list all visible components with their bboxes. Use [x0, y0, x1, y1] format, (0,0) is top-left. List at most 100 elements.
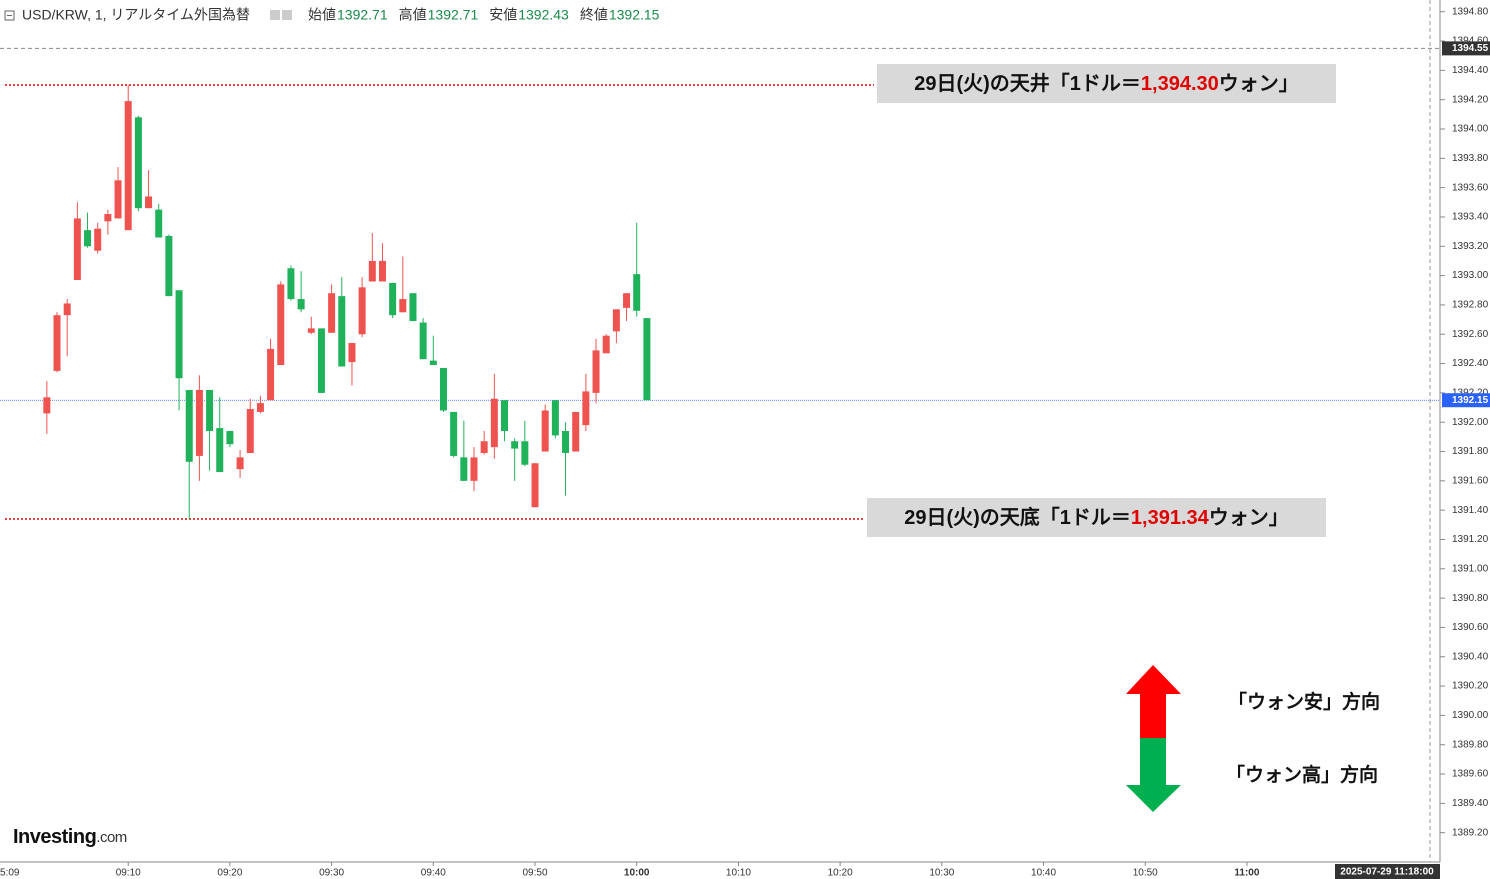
candle-body	[53, 315, 61, 371]
candle-body	[277, 284, 285, 366]
y-tick-label: 1394.80	[1452, 6, 1489, 17]
candle-body	[134, 117, 142, 209]
annotation-value: 1,394.30	[1141, 73, 1219, 95]
annotation-text: ウォン」	[1209, 506, 1289, 529]
y-tick-label: 1393.20	[1452, 241, 1489, 252]
last-price-label: 1392.15	[1452, 395, 1489, 406]
annotation-box	[867, 497, 1326, 537]
y-tick-label: 1390.40	[1452, 651, 1489, 662]
y-tick-label: 1392.40	[1452, 358, 1489, 369]
candle-body	[175, 290, 183, 379]
candle-body	[633, 274, 641, 311]
y-tick-label: 1393.40	[1452, 212, 1489, 223]
settings-icon[interactable]	[270, 10, 281, 20]
settings-icon[interactable]	[282, 10, 293, 20]
y-tick-label: 1390.60	[1452, 622, 1489, 633]
y-tick-label: 1394.60	[1452, 36, 1489, 47]
legend-label: 高値	[399, 7, 427, 23]
candle-body	[511, 441, 519, 449]
candle-body	[439, 367, 447, 411]
annotation-text: ウォン」	[1219, 72, 1299, 95]
candle-body	[409, 293, 417, 322]
chart-title: USD/KRW, 1, リアルタイム外国為替	[22, 7, 250, 23]
crosshair-time-box	[1335, 864, 1440, 879]
y-tick-label: 1394.40	[1452, 65, 1489, 76]
y-tick-label: 1391.40	[1452, 505, 1489, 516]
ohlc-legend: 始値 1392.71 高値 1392.71 安値 1392.43 終値 1392.15	[308, 7, 660, 23]
candle-body	[368, 260, 376, 282]
candle-body	[104, 214, 112, 222]
candle-body	[216, 428, 224, 473]
legend-label: 終値	[580, 7, 608, 23]
candle-body	[592, 350, 600, 393]
x-tick-label: 11:00	[1234, 868, 1259, 879]
y-tick-label: 1390.80	[1452, 593, 1489, 604]
down-arrow	[1126, 738, 1181, 812]
candle-body	[582, 391, 590, 426]
candle-body	[195, 389, 203, 456]
annotation: 29日(火)の天底「1ドル＝1,391.34ウォン」	[904, 505, 1289, 529]
up-arrow	[1126, 665, 1181, 738]
candle-body	[124, 101, 132, 231]
candle-body	[317, 328, 325, 393]
candle-body	[246, 409, 254, 453]
x-tick-label: 10:10	[726, 868, 751, 879]
candle-body	[328, 293, 336, 333]
candle-body	[572, 411, 580, 452]
logo-suffix: .com	[96, 829, 127, 846]
legend-label: 安値	[489, 7, 517, 23]
y-tick-label: 1390.20	[1452, 681, 1489, 692]
x-tick-label: 09:50	[523, 868, 548, 879]
candle-body	[429, 360, 437, 366]
y-tick-label: 1392.00	[1452, 417, 1489, 428]
legend-value: 1392.71	[337, 7, 388, 23]
crosshair-price-box	[1442, 41, 1490, 56]
candle-body	[460, 457, 468, 481]
direction-label: 「ウォン高」方向	[1226, 763, 1378, 786]
candle-body	[541, 410, 549, 452]
annotation-text: 29日(火)の天底「1ドル＝	[904, 505, 1131, 529]
candle-body	[226, 431, 234, 445]
x-tick-label: 10:40	[1031, 868, 1056, 879]
y-tick-label: 1389.80	[1452, 739, 1489, 750]
candle-body	[612, 309, 620, 332]
candle-body	[114, 180, 122, 219]
candle-body	[63, 303, 71, 316]
legend-label: 始値	[308, 7, 336, 23]
crosshair-time-label: 2025-07-29 11:18:00	[1340, 867, 1434, 878]
crosshair-price-label: 1394.55	[1452, 43, 1489, 54]
x-tick-label: 10:00	[624, 868, 650, 879]
annotation: 29日(火)の天井「1ドル＝1,394.30ウォン」	[914, 71, 1299, 95]
y-tick-label: 1390.00	[1452, 710, 1489, 721]
candle-body	[94, 228, 102, 251]
candle-body	[551, 400, 559, 436]
logo: Investing.com	[13, 826, 127, 848]
candle-body	[73, 218, 81, 281]
annotation-value: 1,391.34	[1131, 507, 1210, 529]
candle-body	[338, 296, 346, 367]
candle-body	[165, 236, 173, 297]
y-tick-label: 1389.40	[1452, 798, 1489, 809]
candle-body	[490, 398, 498, 448]
candle-body	[348, 343, 356, 363]
y-tick-label: 1393.60	[1452, 182, 1489, 193]
candle-body	[470, 457, 478, 481]
candle-body	[521, 441, 529, 465]
y-tick-label: 1391.00	[1452, 563, 1489, 574]
candle-body	[307, 328, 315, 333]
y-tick-label: 1389.20	[1452, 827, 1489, 838]
annotation-text: 29日(火)の天井「1ドル＝	[914, 71, 1141, 95]
collapse-icon[interactable]	[4, 10, 15, 21]
candle-body	[501, 400, 509, 431]
candle-body	[236, 457, 244, 470]
direction-label: 「ウォン安」方向	[1228, 690, 1380, 713]
y-tick-label: 1392.80	[1452, 300, 1489, 311]
y-tick-label: 1394.00	[1452, 124, 1489, 135]
candle-body	[389, 282, 397, 316]
candle-body	[145, 196, 153, 209]
candle-body	[480, 441, 488, 453]
candle-body	[378, 260, 386, 282]
candle-body	[623, 293, 631, 308]
